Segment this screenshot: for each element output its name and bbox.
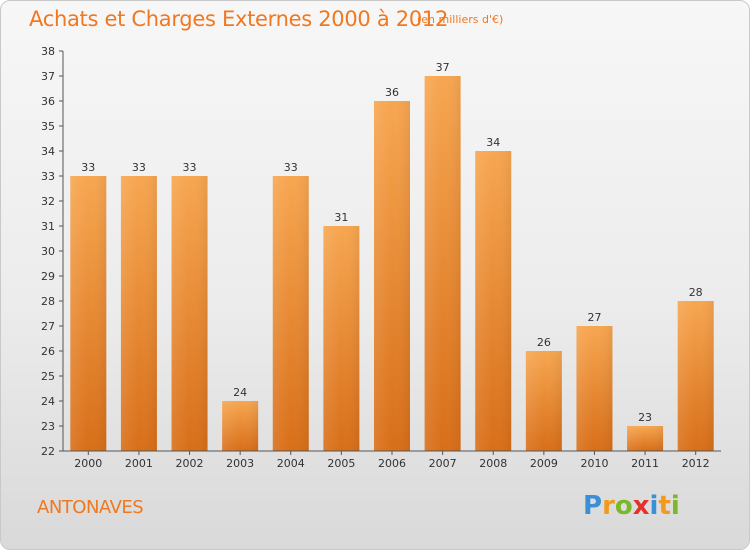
y-tick-label: 32 (41, 195, 55, 208)
data-label: 27 (587, 311, 601, 324)
logo-letter: o (614, 491, 633, 521)
bar-shine (374, 101, 410, 451)
data-label: 33 (284, 161, 298, 174)
logo-letter: i (670, 491, 680, 521)
chart-title: Achats et Charges Externes 2000 à 2012 (29, 7, 449, 31)
data-label: 33 (81, 161, 95, 174)
x-tick-label: 2008 (479, 457, 507, 470)
x-tick-label: 2006 (378, 457, 406, 470)
x-tick-label: 2009 (530, 457, 558, 470)
x-axis: 2000 2001 2002 2003 2004 2005 2006 2007 2008 2009… (63, 450, 721, 470)
logo-letter: r (602, 491, 615, 521)
bar-shine (272, 176, 309, 451)
data-label: 24 (233, 386, 247, 399)
bar-shine (627, 426, 664, 451)
place-name: ANTONAVES (37, 497, 144, 518)
bar-shine (677, 301, 714, 451)
x-tick-label: 2007 (429, 457, 457, 470)
data-label: 31 (334, 211, 348, 224)
x-tick-label: 2000 (74, 457, 102, 470)
bar-shine (120, 176, 157, 451)
x-tick-label: 2012 (682, 457, 710, 470)
y-tick-label: 23 (41, 420, 55, 433)
y-tick-label: 34 (41, 145, 55, 158)
x-tick-label: 2004 (277, 457, 305, 470)
x-tick-label: 2003 (226, 457, 254, 470)
data-label: 33 (132, 161, 146, 174)
x-tick-label: 2010 (580, 457, 608, 470)
y-tick-label: 25 (41, 370, 55, 383)
y-tick-label: 26 (41, 345, 55, 358)
bar-shine (70, 176, 107, 451)
data-label: 26 (537, 336, 551, 349)
x-tick-label: 2001 (125, 457, 153, 470)
bar-shine (525, 351, 562, 451)
chart-subtitle: (en milliers d'€) (417, 13, 504, 26)
y-tick-label: 30 (41, 245, 55, 258)
logo-letter: i (649, 491, 659, 521)
x-tick-label: 2005 (327, 457, 355, 470)
y-tick-label: 24 (41, 395, 55, 408)
y-tick-label: 33 (41, 170, 55, 183)
bar-shine (424, 76, 461, 451)
y-tick-label: 28 (41, 295, 55, 308)
data-label: 37 (436, 61, 450, 74)
data-label: 34 (486, 136, 500, 149)
x-tick-label: 2011 (631, 457, 659, 470)
bar-shine (323, 226, 360, 451)
data-label: 28 (689, 286, 703, 299)
logo-letter: x (632, 491, 650, 521)
y-tick-label: 36 (41, 95, 55, 108)
data-label: 33 (183, 161, 197, 174)
logo-letter: t (658, 491, 671, 521)
bar-shine (222, 401, 259, 451)
y-tick-label: 38 (41, 45, 55, 58)
y-tick-label: 35 (41, 120, 55, 133)
y-tick-label: 27 (41, 320, 55, 333)
data-label: 23 (638, 411, 652, 424)
proxiti-logo[interactable]: Proxiti (583, 491, 680, 521)
y-tick-label: 37 (41, 70, 55, 83)
y-tick-label: 31 (41, 220, 55, 233)
y-tick-label: 29 (41, 270, 55, 283)
bar-shine (576, 326, 613, 451)
data-label: 36 (385, 86, 399, 99)
bar-shine (171, 176, 208, 451)
x-tick-label: 2002 (176, 457, 204, 470)
y-tick-label: 22 (41, 445, 55, 458)
y-axis: 22 23 24 25 26 27 28 29 30 31 32 33 34 35 36 37 38 (41, 45, 64, 458)
bars: 33 33 33 24 33 31 36 37 34 26 27 23 28 (70, 61, 714, 451)
bar-shine (475, 151, 512, 451)
logo-letter: P (583, 491, 603, 521)
